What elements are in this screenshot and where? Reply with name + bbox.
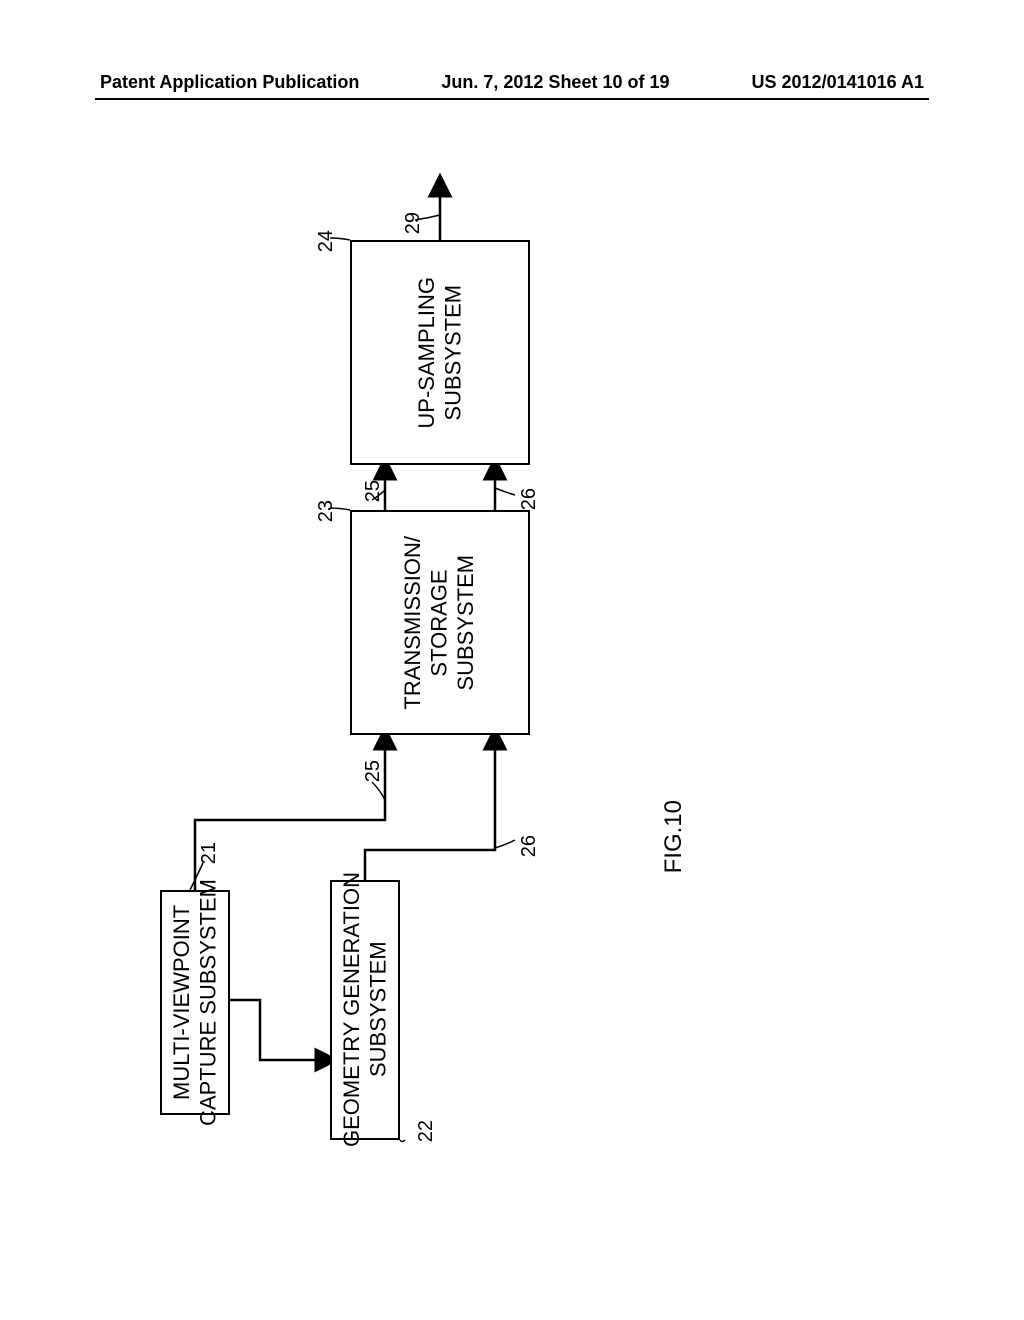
ref-25a: 25 (362, 760, 385, 782)
box-24-label-l2: SUBSYSTEM (440, 285, 465, 421)
header-divider (95, 98, 929, 100)
diagram: MULTI-VIEWPOINT CAPTURE SUBSYSTEM 21 GEO… (140, 180, 890, 1130)
ref-24: 24 (315, 230, 338, 252)
box-21-label-l2: CAPTURE SUBSYSTEM (195, 879, 220, 1126)
ref-21: 21 (198, 842, 221, 864)
box-23-label-l3: SUBSYSTEM (453, 555, 478, 691)
box-24-label-l1: UP-SAMPLING (414, 277, 439, 429)
box-up-sampling: UP-SAMPLING SUBSYSTEM (350, 240, 530, 465)
ref-23: 23 (315, 500, 338, 522)
header-center: Jun. 7, 2012 Sheet 10 of 19 (441, 72, 669, 93)
ref-29: 29 (402, 212, 425, 234)
box-transmission-storage: TRANSMISSION/ STORAGE SUBSYSTEM (350, 510, 530, 735)
box-multi-viewpoint-capture: MULTI-VIEWPOINT CAPTURE SUBSYSTEM (160, 890, 230, 1115)
page-header: Patent Application Publication Jun. 7, 2… (0, 72, 1024, 93)
box-22-label-l1: GEOMETRY GENERATION (339, 872, 364, 1147)
box-geometry-generation: GEOMETRY GENERATION SUBSYSTEM (330, 880, 400, 1140)
figure-label: FIG.10 (660, 800, 688, 873)
box-21-label-l1: MULTI-VIEWPOINT (169, 905, 194, 1100)
box-21-label: MULTI-VIEWPOINT CAPTURE SUBSYSTEM (169, 879, 222, 1126)
ref-22: 22 (415, 1120, 438, 1142)
box-23-label-l1: TRANSMISSION/ (400, 536, 425, 710)
box-22-label-l2: SUBSYSTEM (365, 942, 390, 1078)
ref-25b: 25 (362, 480, 385, 502)
box-24-label: UP-SAMPLING SUBSYSTEM (414, 277, 467, 429)
ref-26a: 26 (518, 835, 541, 857)
header-right: US 2012/0141016 A1 (752, 72, 924, 93)
ref-26b: 26 (518, 488, 541, 510)
box-23-label: TRANSMISSION/ STORAGE SUBSYSTEM (400, 536, 479, 710)
box-22-label: GEOMETRY GENERATION SUBSYSTEM (339, 872, 392, 1147)
header-left: Patent Application Publication (100, 72, 359, 93)
box-23-label-l2: STORAGE (427, 569, 452, 676)
